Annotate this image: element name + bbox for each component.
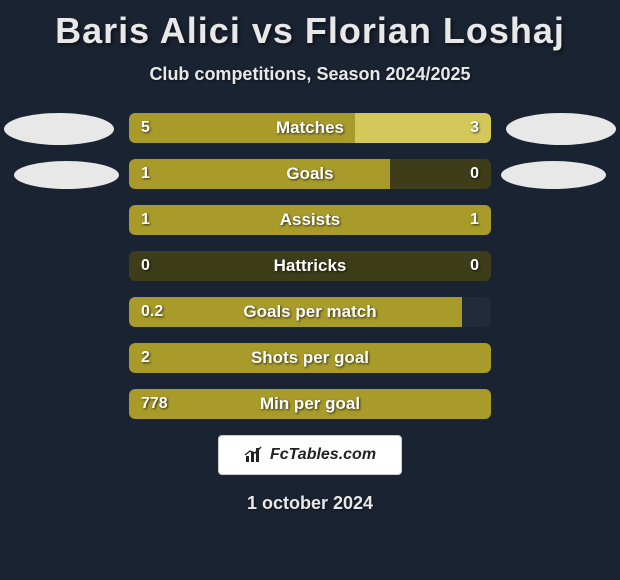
stat-row: 2 Shots per goal [129, 343, 491, 373]
stat-label: Assists [280, 210, 340, 230]
stats-area: 5 3 Matches 1 0 Goals 1 1 Assists 0 0 Hattricks 0.2 G… [0, 113, 620, 419]
stat-label: Min per goal [260, 394, 360, 414]
stat-value-left: 0 [141, 257, 150, 275]
stat-label: Matches [276, 118, 344, 138]
stat-value-right: 3 [470, 119, 479, 137]
stat-label: Hattricks [274, 256, 347, 276]
player2-badge-placeholder [506, 113, 616, 145]
player1-club-placeholder [14, 161, 119, 189]
stat-label: Goals [286, 164, 333, 184]
stat-bar-left [129, 159, 390, 189]
stat-value-left: 2 [141, 349, 150, 367]
stat-label: Goals per match [243, 302, 376, 322]
comparison-subtitle: Club competitions, Season 2024/2025 [0, 64, 620, 85]
brand-badge: FcTables.com [218, 435, 402, 475]
stat-value-left: 1 [141, 211, 150, 229]
brand-text: FcTables.com [270, 446, 376, 464]
footer-date: 1 october 2024 [0, 493, 620, 514]
player2-club-placeholder [501, 161, 606, 189]
stat-row: 0 0 Hattricks [129, 251, 491, 281]
stat-row: 1 0 Goals [129, 159, 491, 189]
stat-bars-container: 5 3 Matches 1 0 Goals 1 1 Assists 0 0 Hattricks 0.2 G… [129, 113, 491, 419]
stat-value-left: 0.2 [141, 303, 163, 321]
comparison-title: Baris Alici vs Florian Loshaj [0, 0, 620, 52]
stat-row: 1 1 Assists [129, 205, 491, 235]
stat-row: 0.2 Goals per match [129, 297, 491, 327]
stat-value-left: 5 [141, 119, 150, 137]
chart-icon [244, 446, 264, 464]
stat-value-right: 0 [470, 165, 479, 183]
stat-value-left: 778 [141, 395, 168, 413]
stat-label: Shots per goal [251, 348, 369, 368]
stat-row: 778 Min per goal [129, 389, 491, 419]
stat-value-left: 1 [141, 165, 150, 183]
stat-value-right: 0 [470, 257, 479, 275]
player1-badge-placeholder [4, 113, 114, 145]
stat-value-right: 1 [470, 211, 479, 229]
stat-row: 5 3 Matches [129, 113, 491, 143]
